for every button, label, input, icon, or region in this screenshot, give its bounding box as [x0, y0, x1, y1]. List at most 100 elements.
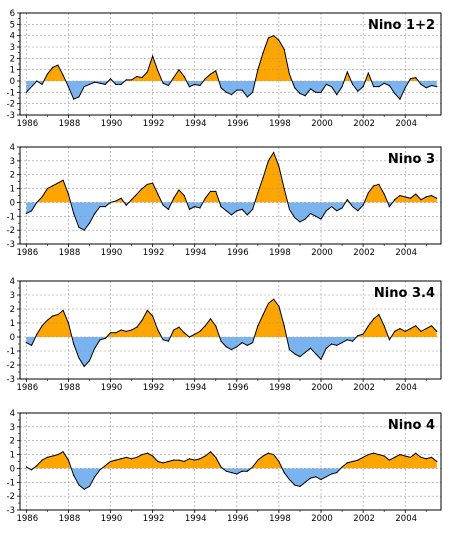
panel-4-x-tick-label: 1996 [227, 514, 249, 524]
panel-2-data-point [130, 199, 133, 201]
panel-1-data-point [425, 87, 427, 89]
panel-2-y-tick-label: 1 [10, 185, 15, 195]
panel-1-data-point [41, 83, 43, 85]
panel-1-x-tick-label: 2002 [353, 119, 375, 129]
panel-4-data-point [436, 460, 438, 463]
panel-2-data-point [236, 210, 238, 212]
panel-2-data-point [273, 151, 275, 154]
panel-1-data-point [83, 86, 85, 88]
panel-1-title: Nino 1+2 [368, 18, 435, 33]
panel-4-data-point [388, 459, 391, 461]
panel-3-x-tick-label: 1998 [269, 383, 291, 393]
panel-4-data-point [25, 466, 27, 468]
panel-4-data-point [309, 477, 312, 479]
panel-1-data-point [130, 79, 133, 81]
panel-1: -3-2 -101 234 56 1986 1988 1990 1992 1994 1996 199… [7, 9, 442, 129]
panel-2-data-point [425, 196, 427, 198]
panel-1-data-point [36, 80, 38, 82]
panel-3-data-point [388, 339, 391, 341]
panel-1-data-point [404, 87, 406, 89]
panel-1-data-point [146, 71, 148, 73]
panel-1-data-point [120, 83, 122, 85]
panel-2-data-point [57, 182, 59, 184]
panel-3-data-point [109, 332, 112, 334]
panel-2-data-point [283, 187, 285, 190]
panel-3-data-point [36, 333, 38, 335]
panel-2-x-tick-label: 1992 [143, 248, 165, 258]
panel-2-data-point [299, 221, 301, 223]
panel-1-data-point [46, 73, 48, 75]
panel-2-data-point [183, 194, 185, 197]
panel-3-x-tick-label: 1990 [101, 383, 123, 393]
panel-2-y-tick-label: 4 [10, 143, 15, 153]
panel-2-y-tick-label: 2 [10, 171, 15, 181]
panel-3-data-point [236, 346, 238, 348]
panel-3-data-point [30, 344, 33, 346]
panel-2-data-point [262, 176, 264, 179]
panel-1-data-point [52, 66, 54, 68]
panel-4-data-point [188, 458, 191, 460]
panel-4-x-tick-label: 1998 [269, 514, 291, 524]
panel-2-data-point [225, 210, 227, 212]
panel-1-data-point [141, 77, 143, 79]
panel-3-data-point [378, 314, 380, 316]
panel-2-y-tick-label: -1 [7, 212, 15, 222]
panel-2-data-point [157, 193, 159, 195]
panel-4-data-point [415, 452, 417, 454]
panel-4-data-point [230, 471, 233, 474]
panel-3-data-point [78, 357, 80, 359]
panel-3-data-point [94, 347, 96, 349]
panel-3-data-point [62, 309, 64, 311]
panel-4: -3 -2 -1 0 1 2 3 4 1986 1988 1990 1992 1994 1996 1998 2… [7, 409, 442, 524]
panel-1-data-point [304, 95, 306, 97]
panel-3-data-point [415, 325, 417, 327]
panel-1-negative-area [26, 81, 437, 100]
panel-2-data-point [362, 204, 364, 206]
panel-1-x-tick-label: 1992 [143, 119, 165, 129]
panel-4-title: Nino 4 [388, 418, 435, 433]
panel-2-data-point [315, 215, 317, 217]
panel-4-data-point [104, 465, 106, 467]
panel-2-data-point [304, 218, 306, 220]
panel-2-data-point [120, 197, 122, 199]
panel-2-data-point [78, 226, 80, 228]
panel-2-x-tick-label: 1988 [59, 248, 81, 258]
panel-2-data-point [152, 182, 154, 184]
panel-4-data-point [78, 484, 80, 486]
panel-4-data-point [394, 456, 396, 458]
panel-1-data-point [420, 83, 422, 85]
panel-3-data-point [130, 329, 133, 331]
panel-3-data-point [73, 343, 75, 345]
panel-2-data-point [357, 210, 359, 212]
panel-1-data-point [325, 83, 327, 85]
panel-4-data-point [315, 476, 317, 478]
panel-3-data-point [294, 353, 296, 355]
panel-4-data-point [357, 459, 359, 461]
panel-2-y-tick-label: 3 [10, 157, 15, 167]
panel-2-data-point [383, 193, 385, 195]
panel-2-data-point [415, 193, 417, 195]
panel-3-data-point [299, 356, 301, 358]
panel-1-y-tick-label: -3 [7, 111, 15, 121]
panel-1-y-tick-label: 0 [10, 77, 15, 87]
panel-1-data-point [409, 78, 412, 80]
panel-3-data-point [273, 298, 275, 300]
panel-3-data-point [404, 330, 406, 332]
panel-2-data-point [430, 194, 433, 197]
panel-2-x-tick-label: 1986 [16, 248, 38, 258]
panel-1-data-point [294, 87, 296, 89]
panel-3-x-tick-label: 1992 [143, 383, 165, 393]
panel-1-data-point [73, 98, 75, 100]
panel-3-data-point [67, 322, 70, 324]
panel-3-data-point [204, 325, 206, 327]
panel-4-x-tick-label: 1990 [101, 514, 123, 524]
panel-1-data-point [267, 37, 269, 39]
panel-4-data-point [88, 485, 91, 488]
panel-4-data-point [325, 476, 327, 478]
panel-1-data-point [94, 81, 96, 83]
panel-2-data-point [94, 212, 96, 215]
panel-1-data-point [162, 82, 164, 84]
panel-3-data-point [283, 325, 285, 327]
panel-4-data-point [109, 460, 112, 463]
panel-1-data-point [199, 84, 201, 87]
